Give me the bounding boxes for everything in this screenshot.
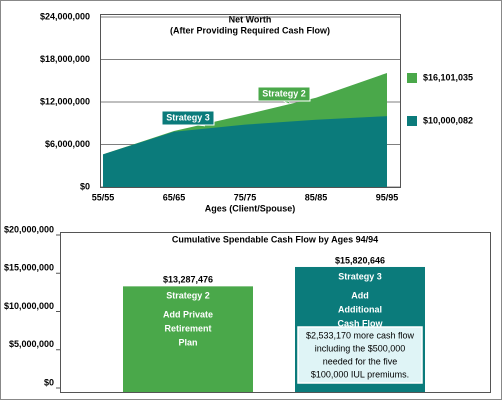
y-tick-label: $24,000,000 bbox=[40, 11, 90, 21]
chart-title: Net Worth bbox=[229, 14, 272, 24]
bar-label: Strategy 2 bbox=[166, 291, 210, 301]
callout-box bbox=[257, 86, 311, 102]
y-tick-label: $0 bbox=[80, 181, 90, 191]
bar-description: Retirement bbox=[164, 324, 211, 334]
y-tick-label: $18,000,000 bbox=[40, 54, 90, 64]
x-tick-label: 55/55 bbox=[92, 192, 115, 202]
chart-subtitle: (After Providing Required Cash Flow) bbox=[170, 25, 330, 35]
area bbox=[103, 116, 387, 187]
x-tick-label: 95/95 bbox=[376, 192, 399, 202]
y-tick-label: $12,000,000 bbox=[40, 96, 90, 106]
legend-label: $10,000,082 bbox=[423, 115, 473, 125]
value-label: $15,820,646 bbox=[335, 255, 385, 265]
y-tick-label: $15,000,000 bbox=[4, 263, 54, 273]
callout-label: Strategy 3 bbox=[166, 112, 210, 122]
note-line: including the $500,000 bbox=[315, 343, 406, 353]
y-tick-label: $0 bbox=[44, 377, 54, 387]
x-tick-label: 65/65 bbox=[163, 192, 186, 202]
note-box bbox=[297, 326, 423, 384]
bar-description: Cash Flow bbox=[337, 318, 383, 328]
bar-description: Add Private bbox=[163, 310, 213, 320]
x-axis-label: Ages (Client/Spouse) bbox=[205, 203, 296, 213]
y-tick-label: $5,000,000 bbox=[9, 339, 54, 349]
bar-description: Additional bbox=[338, 304, 382, 314]
legend-swatch bbox=[407, 116, 417, 126]
legend-label: $16,101,035 bbox=[423, 72, 473, 82]
callout-box bbox=[161, 110, 215, 126]
callout-label: Strategy 2 bbox=[262, 88, 306, 98]
note-line: $100,000 IUL premiums. bbox=[311, 369, 409, 379]
chart-title: Cumulative Spendable Cash Flow by Ages 9… bbox=[172, 234, 378, 244]
bar-description: Plan bbox=[178, 338, 197, 348]
x-tick-label: 75/75 bbox=[234, 192, 257, 202]
bar-label: Strategy 3 bbox=[338, 271, 382, 281]
x-tick-label: 85/85 bbox=[305, 192, 328, 202]
y-tick-label: $6,000,000 bbox=[45, 139, 90, 149]
y-tick-label: $10,000,000 bbox=[4, 301, 54, 311]
value-label: $13,287,476 bbox=[163, 275, 213, 285]
bar-description: Add bbox=[351, 290, 369, 300]
note-line: needed for the five bbox=[323, 356, 398, 366]
legend-swatch bbox=[407, 73, 417, 83]
note-line: $2,533,170 more cash flow bbox=[306, 330, 415, 340]
y-tick-label: $20,000,000 bbox=[4, 224, 54, 234]
bar bbox=[123, 286, 253, 392]
